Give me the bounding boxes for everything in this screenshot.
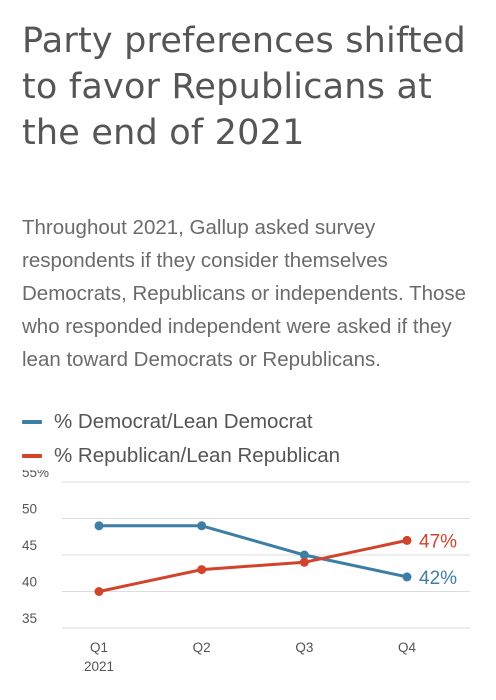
legend-swatch-republican: [22, 454, 42, 458]
line-chart: 35 40 45 50 55% Q1 2021 Q2 Q3 Q4 42% 47%: [22, 470, 470, 674]
legend-swatch-democrat: [22, 420, 42, 424]
legend: % Democrat/Lean Democrat % Republican/Le…: [22, 405, 340, 473]
legend-label-democrat: % Democrat/Lean Democrat: [54, 410, 313, 433]
y-tick-label-55: 55%: [22, 470, 49, 480]
data-point-democrat-q1: [94, 521, 104, 531]
y-tick-label-35: 35: [22, 611, 37, 626]
data-point-republican-q2: [197, 565, 207, 575]
data-point-republican-q1: [94, 587, 104, 596]
data-point-democrat-q3: [299, 550, 309, 560]
series-line-democrat: [97, 524, 409, 579]
x-tick-label-q1: Q1: [90, 640, 108, 655]
chart-title: Party preferences shifted to favor Repub…: [22, 21, 466, 153]
data-point-democrat-q2: [197, 521, 207, 531]
y-tick-label-40: 40: [22, 575, 37, 590]
legend-item-democrat: % Democrat/Lean Democrat: [22, 405, 340, 439]
series-line-republican: [97, 538, 409, 593]
x-tick-label-q4: Q4: [398, 640, 417, 655]
legend-label-republican: % Republican/Lean Republican: [54, 444, 341, 467]
data-point-republican-q4: [402, 535, 412, 545]
end-label-democrat: 42%: [419, 568, 457, 589]
y-tick-label-45: 45: [22, 538, 37, 553]
x-tick-label-q3: Q3: [295, 640, 313, 655]
legend-item-republican: % Republican/Lean Republican: [22, 439, 340, 473]
x-tick-sublabel-2021: 2021: [84, 659, 114, 674]
end-label-republican: 47%: [419, 531, 457, 552]
data-point-democrat-q4: [402, 572, 412, 582]
x-tick-label-q2: Q2: [193, 640, 211, 655]
y-tick-label-50: 50: [22, 502, 37, 517]
chart-subtitle: Throughout 2021, Gallup asked survey res…: [22, 216, 467, 371]
data-point-republican-q3: [299, 557, 309, 567]
